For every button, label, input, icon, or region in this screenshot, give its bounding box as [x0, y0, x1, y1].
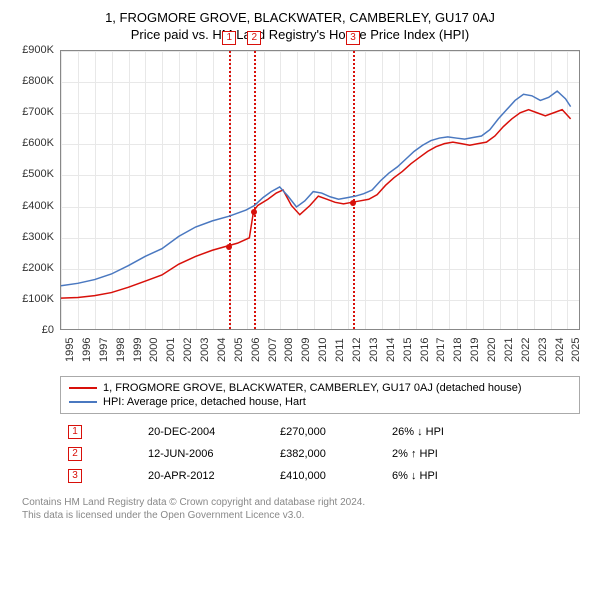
x-axis-label: 2003: [199, 338, 211, 362]
x-axis-label: 2016: [419, 338, 431, 362]
series-property: [61, 110, 571, 298]
x-axis-label: 2022: [520, 338, 532, 362]
title-line-2: Price paid vs. HM Land Registry's House …: [10, 27, 590, 42]
y-axis-label: £900K: [10, 44, 54, 56]
x-axis-label: 2017: [435, 338, 447, 362]
events-table: 1 20-DEC-2004£270,00026% ↓ HPI 2 12-JUN-200…: [60, 420, 580, 488]
x-axis-label: 2015: [402, 338, 414, 362]
x-axis-label: 2006: [250, 338, 262, 362]
title-line-1: 1, FROGMORE GROVE, BLACKWATER, CAMBERLEY…: [10, 10, 590, 25]
event-number-badge: 2: [68, 447, 82, 461]
x-axis-label: 2021: [503, 338, 515, 362]
x-axis-label: 1998: [115, 338, 127, 362]
footer-attribution: Contains HM Land Registry data © Crown c…: [22, 496, 590, 522]
y-axis-label: £200K: [10, 262, 54, 274]
event-marker-dot: [350, 200, 356, 206]
x-axis-label: 2012: [351, 338, 363, 362]
x-axis-label: 2009: [300, 338, 312, 362]
table-row: 2 12-JUN-2006£382,0002% ↑ HPI: [62, 444, 578, 464]
legend-row: 1, FROGMORE GROVE, BLACKWATER, CAMBERLEY…: [69, 381, 571, 395]
plot-area: 123: [60, 50, 580, 330]
x-axis-label: 1997: [98, 338, 110, 362]
event-price: £410,000: [274, 466, 384, 486]
chart-container: 1, FROGMORE GROVE, BLACKWATER, CAMBERLEY…: [0, 0, 600, 528]
line-series-svg: [61, 51, 579, 329]
x-axis-label: 1999: [132, 338, 144, 362]
legend-row: HPI: Average price, detached house, Hart: [69, 395, 571, 409]
event-price: £270,000: [274, 422, 384, 442]
x-axis-label: 2013: [368, 338, 380, 362]
legend-box: 1, FROGMORE GROVE, BLACKWATER, CAMBERLEY…: [60, 376, 580, 414]
event-date: 20-APR-2012: [142, 466, 272, 486]
footer-line-2: This data is licensed under the Open Gov…: [22, 509, 590, 522]
x-axis-label: 2008: [283, 338, 295, 362]
event-marker-badge: 2: [247, 31, 261, 45]
x-axis-label: 2007: [267, 338, 279, 362]
event-number-badge: 1: [68, 425, 82, 439]
event-delta: 6% ↓ HPI: [386, 466, 578, 486]
x-axis-label: 1996: [81, 338, 93, 362]
x-axis-label: 2011: [334, 338, 346, 362]
event-date: 20-DEC-2004: [142, 422, 272, 442]
x-axis-label: 2024: [554, 338, 566, 362]
x-axis-label: 2025: [570, 338, 582, 362]
y-axis-label: £400K: [10, 200, 54, 212]
event-marker-dot: [226, 244, 232, 250]
event-number-badge: 3: [68, 469, 82, 483]
x-axis-label: 2018: [452, 338, 464, 362]
event-marker-badge: 1: [222, 31, 236, 45]
table-row: 1 20-DEC-2004£270,00026% ↓ HPI: [62, 422, 578, 442]
table-row: 3 20-APR-2012£410,0006% ↓ HPI: [62, 466, 578, 486]
x-axis-label: 2000: [148, 338, 160, 362]
x-axis-label: 2005: [233, 338, 245, 362]
y-axis-label: £100K: [10, 293, 54, 305]
footer-line-1: Contains HM Land Registry data © Crown c…: [22, 496, 590, 509]
event-marker-dot: [251, 209, 257, 215]
event-marker-badge: 3: [346, 31, 360, 45]
y-axis-label: £0: [10, 324, 54, 336]
legend-swatch: [69, 387, 97, 389]
y-axis-label: £600K: [10, 137, 54, 149]
y-axis-label: £500K: [10, 168, 54, 180]
x-axis-label: 1995: [64, 338, 76, 362]
y-axis-label: £300K: [10, 231, 54, 243]
x-axis-label: 2023: [537, 338, 549, 362]
x-axis-label: 2020: [486, 338, 498, 362]
event-delta: 26% ↓ HPI: [386, 422, 578, 442]
legend-label: HPI: Average price, detached house, Hart: [103, 396, 306, 408]
legend-label: 1, FROGMORE GROVE, BLACKWATER, CAMBERLEY…: [103, 382, 522, 394]
y-axis-label: £700K: [10, 106, 54, 118]
x-axis-label: 2002: [182, 338, 194, 362]
event-delta: 2% ↑ HPI: [386, 444, 578, 464]
series-hpi: [61, 91, 571, 286]
x-axis-label: 2001: [165, 338, 177, 362]
x-axis-label: 2014: [385, 338, 397, 362]
x-axis-label: 2004: [216, 338, 228, 362]
legend-swatch: [69, 401, 97, 403]
y-axis-label: £800K: [10, 75, 54, 87]
event-date: 12-JUN-2006: [142, 444, 272, 464]
x-axis-label: 2010: [317, 338, 329, 362]
x-axis-label: 2019: [469, 338, 481, 362]
chart-area: 123 £0 £100K £200K £300K £400K £500K £600K £700…: [10, 50, 590, 370]
event-price: £382,000: [274, 444, 384, 464]
